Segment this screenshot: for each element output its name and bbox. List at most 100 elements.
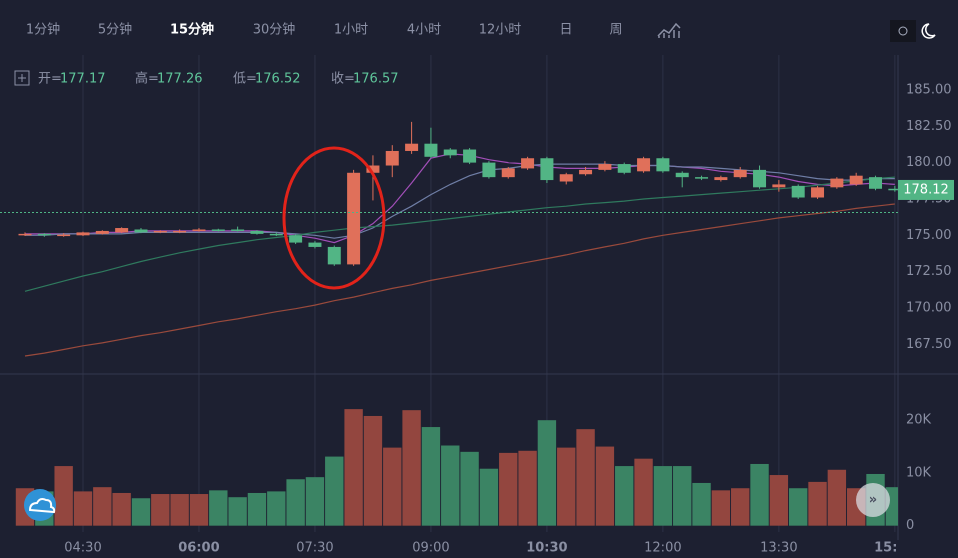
- candle-body: [791, 185, 805, 198]
- volume-bar: [170, 494, 189, 526]
- volume-bar: [769, 475, 789, 526]
- ohlc-label: 收=: [331, 72, 355, 87]
- candle-body: [327, 246, 341, 265]
- volume-bar: [421, 427, 441, 526]
- candle-body: [115, 228, 129, 233]
- y-tick-label: 172.50: [906, 264, 952, 279]
- candle-body: [501, 168, 515, 178]
- dark-theme-button[interactable]: [921, 23, 936, 39]
- interval-tab[interactable]: 4小时: [407, 23, 441, 38]
- candle-body: [269, 233, 283, 236]
- x-tick-label: 10:30: [526, 541, 567, 556]
- ohlc-label: 开=: [38, 72, 62, 87]
- y-tick-label: 175.00: [906, 228, 952, 243]
- moving-average-line: [25, 153, 895, 244]
- candle-body: [753, 169, 767, 188]
- expand-icon[interactable]: [14, 70, 30, 86]
- interval-tab[interactable]: 12小时: [479, 23, 522, 38]
- volume-bar: [634, 458, 653, 526]
- candle-body: [888, 188, 898, 191]
- last-price-marker: [898, 179, 954, 200]
- ohlc-value: 176.52: [255, 72, 301, 87]
- volume-bar: [209, 490, 228, 526]
- last-price-label: 178.12: [903, 182, 949, 197]
- volume-bar: [711, 490, 731, 526]
- volume-bar: [189, 494, 209, 526]
- moving-average-line: [24, 203, 895, 357]
- x-tick-label: 09:00: [412, 541, 449, 556]
- volume-bar: [576, 429, 595, 526]
- axes: 185.00182.50180.00177.50175.00172.50170.…: [64, 82, 954, 556]
- x-tick-label: 15:00: [874, 541, 915, 556]
- candle-body: [424, 143, 438, 157]
- candle-body: [695, 177, 709, 179]
- volume-bar: [383, 447, 402, 526]
- x-axis: 04:30 06:00 07:30 09:00 10:30 12:00 13:30 15:00: [64, 541, 915, 556]
- candle-body: [559, 174, 573, 182]
- candle-body: [347, 172, 361, 265]
- volume-bar: [557, 447, 576, 526]
- candle-body: [95, 230, 109, 234]
- volume-bar: [73, 491, 93, 526]
- ohlc-value: 177.26: [157, 72, 203, 87]
- volume-bar: [731, 488, 750, 526]
- x-tick-label: 07:30: [296, 541, 333, 556]
- scroll-right-button[interactable]: [856, 483, 890, 517]
- y-tick-label: 182.50: [906, 119, 952, 134]
- candle-body: [733, 169, 747, 178]
- candle-body: [385, 150, 399, 166]
- y2-tick-label: 10K: [906, 465, 932, 480]
- candle-body: [153, 230, 167, 233]
- volume-bar: [286, 479, 305, 526]
- volume-bar: [479, 468, 499, 526]
- volume-bar: [131, 498, 151, 526]
- interval-tab[interactable]: 周: [609, 23, 622, 38]
- candle-body: [76, 232, 90, 236]
- candle-body: [289, 235, 303, 243]
- ohlc-label: 低=: [233, 72, 257, 87]
- volume-bar: [827, 469, 847, 526]
- moving-average-line: [25, 163, 895, 239]
- volume-bar: [595, 446, 615, 526]
- candle-body: [521, 158, 535, 169]
- volume-bar: [460, 451, 479, 526]
- interval-tab[interactable]: 30分钟: [253, 22, 296, 38]
- ohlc-value: 176.57: [353, 72, 399, 87]
- x-tick-label: 04:30: [64, 541, 101, 556]
- candle-body: [637, 158, 651, 172]
- volume-bar: [808, 481, 827, 526]
- interval-tab[interactable]: 日: [559, 23, 572, 38]
- volume-bar: [112, 492, 131, 526]
- plot-area: [0, 121, 898, 526]
- candle-body: [579, 169, 593, 175]
- volume-bar: [537, 420, 557, 526]
- volume-bar: [363, 415, 383, 526]
- volume-bar: [615, 466, 634, 526]
- interval-tab[interactable]: 15分钟: [170, 22, 214, 38]
- light-theme-button[interactable]: [890, 20, 916, 42]
- ohlc-label: 高=: [135, 71, 159, 87]
- candle-body: [675, 172, 689, 178]
- candle-body: [617, 164, 631, 173]
- candle-body: [830, 178, 844, 188]
- interval-tab[interactable]: 1分钟: [26, 22, 60, 38]
- volume-bar: [267, 491, 286, 526]
- candle-body: [463, 149, 477, 163]
- chart-style-icon[interactable]: [657, 22, 681, 38]
- interval-tab[interactable]: 5分钟: [98, 22, 132, 38]
- volume-bar: [93, 487, 112, 526]
- candle-body: [308, 242, 322, 247]
- interval-tab[interactable]: 1小时: [334, 23, 368, 38]
- toolbar: 1分钟 5分钟 15分钟 30分钟 1小时 4小时 12小时 日 周开=177.17 高=177.…: [26, 22, 623, 87]
- volume-bar: [151, 494, 170, 526]
- candle-body: [192, 229, 206, 231]
- candle-body: [366, 165, 380, 173]
- volume-bar: [228, 497, 247, 526]
- volume-bar: [305, 477, 325, 526]
- y-tick-label: 180.00: [906, 155, 952, 170]
- candle-body: [598, 164, 612, 170]
- candle-body: [656, 158, 670, 172]
- y-tick-label: 185.00: [906, 82, 952, 97]
